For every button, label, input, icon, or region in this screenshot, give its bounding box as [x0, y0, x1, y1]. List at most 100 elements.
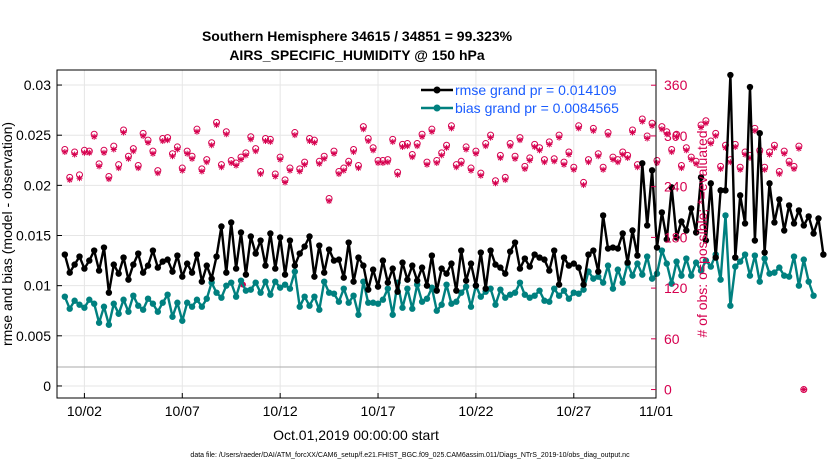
rmse-point	[570, 260, 577, 267]
bias-point	[237, 277, 245, 284]
bias-point	[443, 281, 450, 288]
rmse-point	[149, 247, 157, 254]
rmse-point	[115, 270, 122, 277]
rmse-point	[144, 262, 152, 269]
rmse-point	[345, 239, 352, 246]
bias-point	[95, 319, 103, 326]
rmse-point	[820, 251, 827, 258]
obs-evaluated-marker	[130, 148, 137, 155]
footnote: data file: /Users/raeder/DAI/ATM_forcXX/…	[190, 452, 630, 459]
obs-evaluated-marker	[560, 161, 567, 168]
bias-point	[325, 289, 333, 296]
obs-star-stroke	[615, 159, 621, 165]
rmse-point	[100, 244, 108, 251]
obs-evaluated-marker	[404, 143, 411, 150]
obs-evaluated-marker	[693, 160, 700, 167]
bias-point	[193, 296, 201, 303]
bias-point	[301, 293, 308, 300]
bias-point	[252, 279, 259, 286]
bias-point	[458, 289, 465, 296]
obs-evaluated-marker	[502, 176, 509, 183]
obs-evaluated-marker	[414, 143, 421, 150]
bias-point	[614, 266, 622, 273]
rmse-point	[551, 247, 558, 254]
x-tick-label: 10/07	[165, 403, 200, 419]
bias-point	[418, 298, 426, 305]
bias-point	[433, 307, 440, 314]
rmse-point	[477, 249, 485, 256]
rmse-point	[399, 259, 406, 266]
bias-point	[531, 292, 538, 299]
obs-evaluated-marker	[311, 139, 318, 146]
obs-star-stroke	[409, 154, 415, 160]
bias-point	[575, 290, 582, 297]
rmse-point	[766, 180, 773, 187]
obs-star-stroke	[634, 164, 640, 170]
bias-point	[164, 291, 171, 298]
bias-point	[355, 311, 362, 318]
bias-point	[727, 302, 734, 309]
rmse-point	[198, 278, 206, 285]
bias-point	[213, 289, 220, 296]
obs-star-stroke	[620, 151, 626, 158]
obs-star-stroke	[160, 138, 166, 144]
obs-evaluated-marker	[497, 154, 504, 161]
obs-star-stroke	[155, 170, 161, 176]
rmse-point	[95, 267, 103, 274]
obs-star-stroke	[218, 164, 224, 170]
obs-evaluated-marker	[468, 167, 475, 174]
bias-point	[462, 283, 470, 290]
bias-point	[399, 304, 406, 311]
obs-evaluated-marker	[688, 156, 695, 163]
rmse-point	[653, 244, 661, 251]
obs-star-stroke	[277, 157, 283, 163]
bias-point	[144, 295, 152, 302]
rmse-point	[761, 249, 768, 256]
rmse-point	[541, 256, 548, 263]
obs-star-stroke	[238, 157, 244, 163]
obs-evaluated-marker	[639, 118, 646, 125]
obs-star-stroke	[184, 151, 190, 157]
obs-evaluated-marker	[125, 155, 132, 162]
bias-point	[541, 297, 548, 304]
y2-axis-label: # of obs: o=possible; *=evaluated	[694, 130, 710, 337]
rmse-point	[247, 233, 254, 240]
obs-star-stroke	[693, 161, 699, 167]
x-tick-label: 10/22	[458, 403, 493, 419]
bias-point	[551, 285, 558, 292]
bias-point	[453, 298, 460, 305]
y2-tick-label: 240	[664, 179, 688, 195]
rmse-point	[384, 279, 392, 286]
obs-evaluated-marker	[634, 164, 641, 171]
rmse-point	[316, 242, 323, 249]
bias-point	[810, 292, 817, 299]
x-tick-label: 11/01	[639, 403, 673, 419]
bias-point	[267, 291, 274, 298]
obs-evaluated-marker	[629, 129, 636, 136]
bias-point	[648, 275, 656, 282]
obs-evaluated-marker	[384, 159, 391, 166]
bias-point	[536, 287, 543, 294]
obs-star-stroke	[360, 126, 366, 132]
obs-evaluated-marker	[81, 149, 88, 156]
obs-star-stroke	[130, 148, 136, 154]
rmse-point	[428, 252, 436, 259]
rmse-point	[781, 227, 788, 234]
rmse-point	[443, 270, 450, 277]
bias-point	[232, 293, 240, 300]
bias-point	[404, 285, 411, 292]
obs-star-stroke	[718, 166, 724, 172]
obs-evaluated-marker	[556, 134, 563, 141]
bias-point	[428, 284, 436, 291]
obs-star-stroke	[737, 167, 743, 173]
obs-star-stroke	[766, 151, 773, 158]
obs-evaluated-marker	[458, 160, 465, 167]
rmse-point	[795, 207, 803, 214]
obs-star-stroke	[223, 131, 229, 137]
rmse-series	[61, 71, 827, 296]
obs-evaluated-marker	[154, 170, 161, 177]
rmse-point	[668, 184, 675, 191]
bias-point	[653, 270, 661, 277]
bias-point	[360, 278, 367, 285]
rmse-point	[815, 215, 822, 222]
